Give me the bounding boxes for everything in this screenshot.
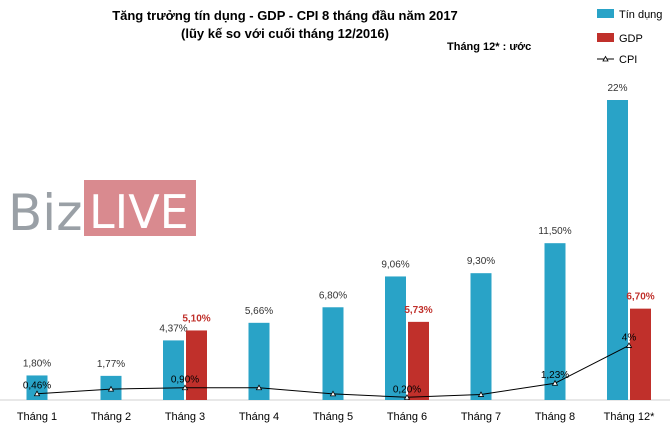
- marker-cpi-2: [181, 384, 189, 391]
- marker-cpi-4: [329, 390, 337, 397]
- x-tick-label-5: Tháng 6: [387, 411, 427, 423]
- watermark-live-box: [84, 180, 196, 236]
- marker-cpi-7: [551, 379, 559, 386]
- legend-swatch-credit: [597, 9, 614, 18]
- chart-title: Tăng trưởng tín dụng - GDP - CPI 8 tháng…: [112, 8, 458, 23]
- bar-credit-8: [607, 100, 628, 400]
- legend-swatch-gdp: [597, 33, 614, 42]
- bar-gdp-2: [186, 330, 207, 400]
- legend-label-credit: Tín dụng: [619, 9, 662, 21]
- marker-cpi-1: [107, 385, 115, 392]
- estimate-note: Tháng 12* : ước: [447, 41, 531, 53]
- x-tick-label-1: Tháng 2: [91, 411, 131, 423]
- bar-credit-6: [470, 273, 492, 400]
- legend-label-cpi: CPI: [619, 54, 637, 66]
- bar-credit-7: [544, 243, 566, 400]
- bar-credit-3: [248, 322, 270, 400]
- marker-cpi-5: [403, 393, 411, 400]
- data-label-credit-5: 9,06%: [381, 259, 409, 270]
- data-label-cpi-5: 0,20%: [393, 384, 421, 395]
- data-label-credit-7: 11,50%: [538, 226, 571, 237]
- watermark-logo: Biz LIVE: [8, 180, 196, 242]
- data-label-gdp-8: 6,70%: [626, 292, 654, 303]
- marker-cpi-3: [255, 384, 263, 391]
- bar-credit-4: [322, 307, 344, 400]
- data-label-credit-1: 1,77%: [97, 359, 125, 370]
- legend-label-gdp: GDP: [619, 33, 643, 45]
- x-tick-label-8: Tháng 12*: [604, 411, 655, 423]
- data-label-credit-6: 9,30%: [467, 256, 495, 267]
- data-label-cpi-2: 0,90%: [171, 375, 199, 386]
- x-tick-label-0: Tháng 1: [17, 411, 57, 423]
- bar-credit-2: [163, 340, 184, 400]
- data-label-credit-0: 1,80%: [23, 358, 51, 369]
- watermark-live-text: LIVE: [89, 185, 189, 239]
- x-tick-label-6: Tháng 7: [461, 411, 501, 423]
- data-label-gdp-2: 5,10%: [182, 313, 210, 324]
- legend: Tín dụng GDP CPI: [597, 9, 662, 66]
- marker-cpi-6: [477, 391, 485, 397]
- data-label-credit-8: 22%: [607, 83, 627, 94]
- marker-cpi-0: [33, 390, 41, 397]
- watermark-biz-text: Biz: [8, 184, 82, 242]
- chart-subtitle: (lũy kế so với cuối tháng 12/2016): [181, 26, 389, 41]
- data-label-credit-3: 5,66%: [245, 306, 273, 317]
- x-tick-label-7: Tháng 8: [535, 411, 575, 423]
- bar-credit-5: [385, 276, 406, 400]
- x-tick-label-2: Tháng 3: [165, 411, 205, 423]
- data-label-credit-4: 6,80%: [319, 290, 347, 301]
- bar-gdp-5: [408, 321, 429, 400]
- data-label-gdp-5: 5,73%: [404, 305, 432, 316]
- legend-swatch-cpi-marker: [602, 55, 609, 62]
- x-tick-label-4: Tháng 5: [313, 411, 353, 423]
- marker-cpi-8: [625, 342, 633, 348]
- data-label-cpi-7: 1,23%: [541, 370, 569, 381]
- data-label-credit-2: 4,37%: [159, 323, 187, 334]
- data-label-cpi-0: 0,46%: [23, 381, 51, 392]
- bar-gdp-8: [630, 308, 651, 400]
- x-tick-label-3: Tháng 4: [239, 411, 279, 423]
- plot-area: 1,80% Tháng 1 1,77% Tháng 2 4,37%5,10% Tháng …: [17, 83, 655, 423]
- data-label-cpi-8: 4%: [622, 332, 637, 343]
